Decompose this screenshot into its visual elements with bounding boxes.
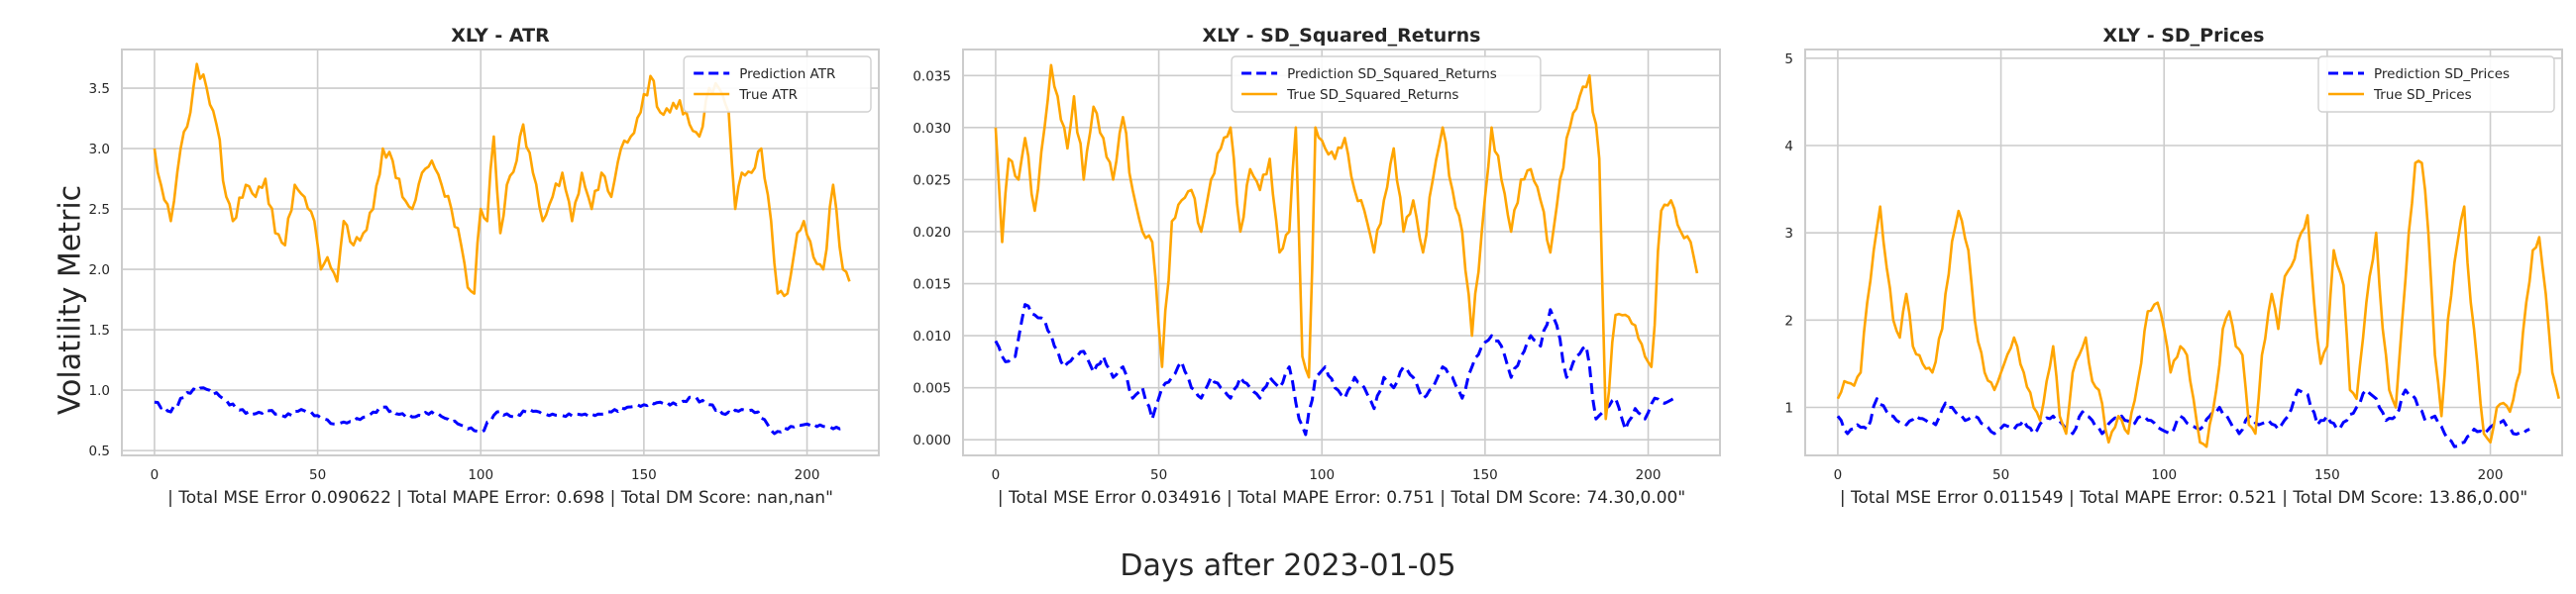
legend-box bbox=[1231, 55, 1542, 113]
y-tick-label: 3.0 bbox=[89, 142, 110, 157]
legend: Prediction SD_Squared_Returns True SD_Squ… bbox=[1231, 55, 1542, 113]
x-tick-label: 150 bbox=[2314, 467, 2340, 483]
chart-title: XLY - ATR bbox=[451, 25, 550, 47]
chart-title: XLY - SD_Prices bbox=[2103, 25, 2265, 47]
x-tick-label: 200 bbox=[795, 467, 820, 483]
x-tick-label: 50 bbox=[1150, 467, 1167, 483]
y-tick-label: 0.035 bbox=[912, 68, 951, 84]
plot-frame bbox=[121, 49, 880, 456]
x-tick-label: 200 bbox=[2478, 467, 2504, 483]
plot-frame bbox=[1804, 49, 2563, 456]
legend-label: True ATR bbox=[738, 87, 798, 103]
legend: Prediction ATR True ATR bbox=[683, 55, 872, 113]
legend-label: Prediction ATR bbox=[739, 66, 835, 82]
y-tick-label: 1.0 bbox=[89, 383, 110, 399]
y-tick-label: 0.010 bbox=[912, 329, 951, 345]
y-tick-label: 3.5 bbox=[89, 81, 110, 97]
y-tick-label: 1.5 bbox=[89, 323, 110, 339]
y-tick-label: 5 bbox=[1784, 51, 1793, 67]
legend-label: Prediction SD_Squared_Returns bbox=[1287, 66, 1497, 82]
series-line-prediction bbox=[1836, 388, 2530, 448]
chart-panel-3: 0 50 100 150 200 1 2 3 4 5 XLY - SD_Prices | Total … bbox=[1784, 25, 2563, 508]
x-tick-label: 50 bbox=[309, 467, 326, 483]
x-tick-label: 150 bbox=[1472, 467, 1498, 483]
x-tick-label: 0 bbox=[992, 467, 1001, 483]
legend-label: Prediction SD_Prices bbox=[2374, 66, 2510, 82]
y-tick-label: 0.020 bbox=[912, 225, 951, 241]
x-tick-label: 150 bbox=[631, 467, 657, 483]
y-tick-label: 1 bbox=[1784, 401, 1793, 417]
y-tick-label: 0.025 bbox=[912, 172, 951, 188]
y-tick-label: 0.5 bbox=[89, 444, 110, 459]
legend-label: True SD_Prices bbox=[2373, 87, 2472, 103]
y-tick-label: 2.0 bbox=[89, 262, 110, 278]
x-tick-label: 50 bbox=[1992, 467, 2009, 483]
y-tick-label: 2 bbox=[1784, 313, 1793, 329]
y-tick-label: 0.015 bbox=[912, 277, 951, 293]
series-line-prediction bbox=[154, 386, 847, 436]
shared-y-axis-label: Volatility Metric bbox=[54, 185, 88, 415]
plot-area bbox=[1805, 50, 2562, 455]
chart-panel-2: 0 50 100 150 200 0.000 0.005 0.010 0.015 0.020 0.0… bbox=[912, 25, 1721, 508]
x-tick-label: 0 bbox=[151, 467, 160, 483]
y-tick-label: 3 bbox=[1784, 226, 1793, 242]
x-axis-label: | Total MSE Error 0.090622 | Total MAPE … bbox=[167, 488, 833, 508]
chart-title: XLY - SD_Squared_Returns bbox=[1203, 25, 1481, 47]
y-tick-label: 0.000 bbox=[912, 433, 951, 448]
x-tick-label: 100 bbox=[468, 467, 493, 483]
chart-panel-1: 0 50 100 150 200 0.5 1.0 1.5 2.0 2.5 3.0 3.5 XLY - A… bbox=[89, 25, 880, 508]
y-tick-label: 4 bbox=[1784, 139, 1793, 154]
x-tick-label: 200 bbox=[1636, 467, 1662, 483]
y-tick-label: 0.005 bbox=[912, 381, 951, 397]
plot-area bbox=[122, 50, 879, 455]
legend: Prediction SD_Prices True SD_Prices bbox=[2317, 55, 2555, 113]
series-line-true bbox=[994, 63, 1699, 421]
series-line-true bbox=[1836, 159, 2560, 448]
shared-x-axis-label: Days after 2023-01-05 bbox=[1120, 548, 1455, 583]
series-line-prediction bbox=[994, 303, 1675, 437]
x-axis-label: | Total MSE Error 0.034916 | Total MAPE … bbox=[998, 488, 1685, 508]
legend-box bbox=[2317, 55, 2555, 113]
series-line-true bbox=[153, 62, 851, 298]
legend-label: True SD_Squared_Returns bbox=[1286, 87, 1458, 103]
x-tick-label: 100 bbox=[2151, 467, 2177, 483]
x-axis-label: | Total MSE Error 0.011549 | Total MAPE … bbox=[1840, 488, 2527, 508]
y-tick-label: 2.5 bbox=[89, 202, 110, 218]
x-tick-label: 0 bbox=[1834, 467, 1843, 483]
x-tick-label: 100 bbox=[1309, 467, 1335, 483]
y-tick-label: 0.030 bbox=[912, 121, 951, 137]
plot-frame bbox=[962, 49, 1721, 456]
legend-box bbox=[683, 55, 872, 113]
